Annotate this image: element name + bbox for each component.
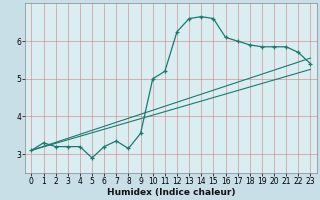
X-axis label: Humidex (Indice chaleur): Humidex (Indice chaleur) (107, 188, 235, 197)
